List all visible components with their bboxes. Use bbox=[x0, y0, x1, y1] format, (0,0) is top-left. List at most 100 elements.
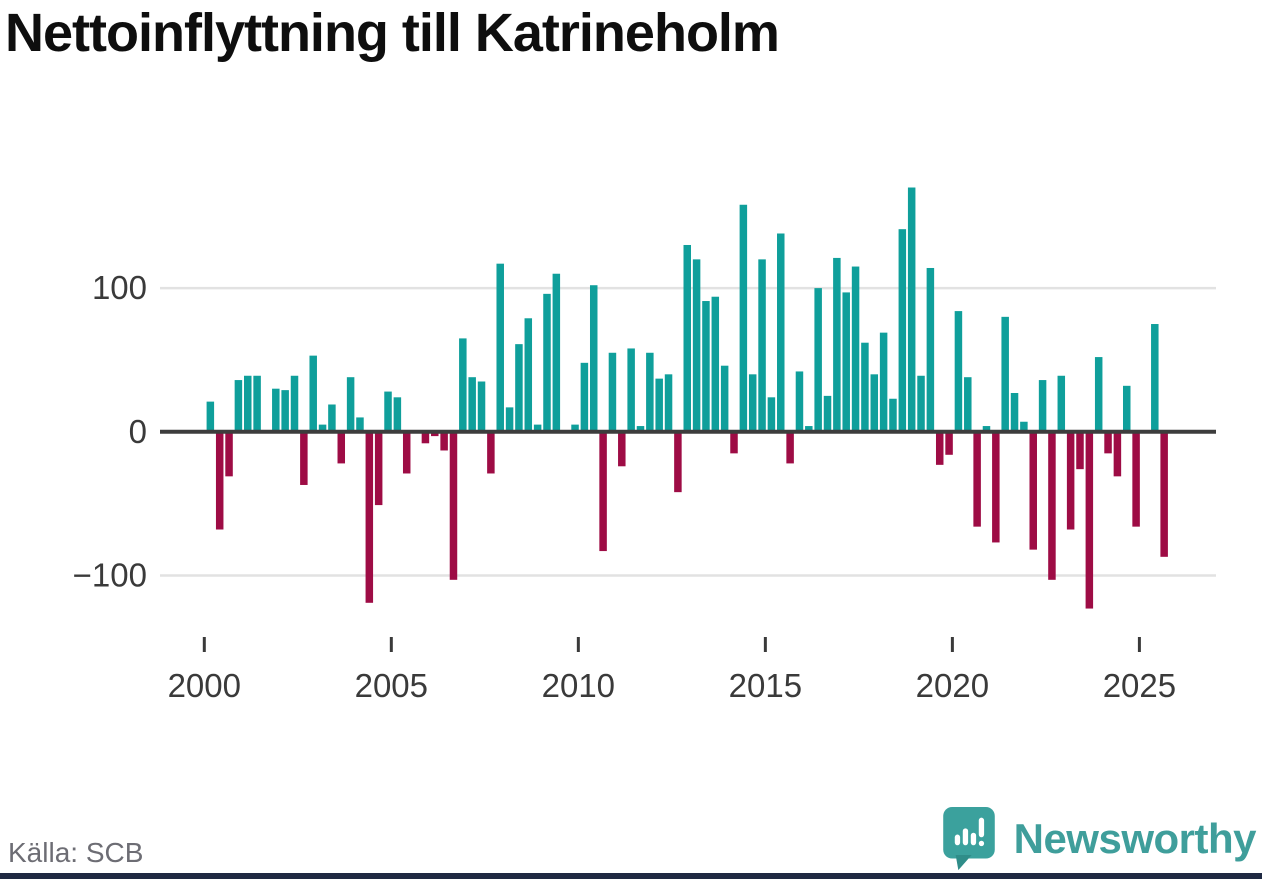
bar-43 bbox=[608, 352, 617, 432]
bar-84 bbox=[992, 431, 1000, 543]
bar-54 bbox=[711, 296, 720, 432]
bar-65 bbox=[814, 288, 822, 432]
bar-26 bbox=[449, 431, 458, 580]
bar-98 bbox=[1122, 385, 1131, 432]
bar-73 bbox=[889, 398, 897, 432]
bar-39 bbox=[571, 424, 579, 432]
newsworthy-logo: Newsworthy bbox=[940, 807, 1257, 871]
bar-25 bbox=[440, 431, 448, 451]
bar-16 bbox=[356, 417, 364, 432]
bar-99 bbox=[1132, 431, 1140, 527]
bar-62 bbox=[786, 431, 794, 464]
bar-30 bbox=[487, 431, 495, 474]
bar-44 bbox=[618, 431, 626, 467]
bar-chart: 100 0 −100 2000 2005 2010 2015 2020 2025 bbox=[73, 187, 1216, 704]
bar-33 bbox=[515, 344, 523, 432]
logo-minibar-chart-icon bbox=[954, 817, 984, 847]
bar-86 bbox=[1010, 393, 1019, 432]
bar-24 bbox=[431, 431, 439, 437]
bar-87 bbox=[1020, 421, 1028, 432]
bar-50 bbox=[674, 431, 682, 493]
bar-96 bbox=[1104, 431, 1112, 454]
x-axis-label-2015: 2015 bbox=[729, 667, 802, 704]
bar-101 bbox=[1151, 324, 1159, 432]
bar-31 bbox=[496, 263, 504, 432]
bar-3 bbox=[234, 380, 243, 432]
bar-92 bbox=[1066, 431, 1075, 530]
bar-52 bbox=[692, 259, 701, 432]
bar-88 bbox=[1029, 431, 1037, 550]
bar-57 bbox=[739, 204, 748, 432]
bar-53 bbox=[702, 301, 710, 432]
bar-32 bbox=[505, 407, 514, 432]
bar-46 bbox=[636, 426, 645, 432]
bar-12 bbox=[318, 424, 327, 432]
bar-102 bbox=[1160, 431, 1168, 557]
bar-23 bbox=[421, 431, 430, 444]
bar-60 bbox=[767, 397, 776, 432]
bar-63 bbox=[795, 371, 804, 432]
bar-9 bbox=[290, 375, 299, 432]
bar-41 bbox=[589, 285, 598, 432]
y-axis-label-100: 100 bbox=[92, 269, 147, 306]
bar-48 bbox=[655, 378, 663, 432]
bar-51 bbox=[683, 244, 692, 432]
bar-28 bbox=[468, 377, 476, 432]
bar-10 bbox=[300, 431, 308, 485]
bar-81 bbox=[964, 377, 972, 432]
x-axis-label-2020: 2020 bbox=[916, 667, 989, 704]
bar-42 bbox=[599, 431, 607, 552]
bar-36 bbox=[543, 293, 551, 432]
bar-19 bbox=[384, 391, 392, 432]
bar-90 bbox=[1048, 431, 1056, 580]
x-axis-label-2005: 2005 bbox=[355, 667, 428, 704]
bar-97 bbox=[1113, 431, 1122, 477]
bar-1 bbox=[215, 431, 224, 530]
bar-4 bbox=[244, 375, 252, 432]
bar-34 bbox=[524, 318, 533, 432]
bar-15 bbox=[346, 377, 355, 432]
bar-49 bbox=[664, 374, 673, 432]
bar-8 bbox=[281, 390, 289, 432]
bar-20 bbox=[393, 397, 402, 432]
bar-5 bbox=[253, 375, 261, 432]
bar-85 bbox=[1001, 316, 1009, 432]
bar-37 bbox=[552, 273, 561, 432]
x-axis-label-2010: 2010 bbox=[542, 667, 615, 704]
bar-7 bbox=[272, 388, 280, 432]
bar-59 bbox=[758, 259, 766, 432]
bar-27 bbox=[459, 338, 467, 432]
newsworthy-logo-icon bbox=[942, 807, 995, 871]
bar-82 bbox=[973, 431, 981, 527]
bar-74 bbox=[898, 229, 907, 432]
bar-58 bbox=[748, 374, 757, 432]
bar-71 bbox=[870, 374, 879, 432]
bar-76 bbox=[917, 375, 925, 432]
bar-21 bbox=[402, 431, 411, 474]
logo-bubble-tail bbox=[955, 855, 972, 871]
bar-78 bbox=[935, 431, 944, 465]
bar-72 bbox=[879, 332, 888, 432]
bar-93 bbox=[1076, 431, 1084, 470]
bar-14 bbox=[337, 431, 346, 464]
bar-45 bbox=[627, 348, 635, 432]
page-title: Nettoinflyttning till Katrineholm bbox=[5, 3, 780, 63]
bar-56 bbox=[730, 431, 738, 454]
bar-13 bbox=[328, 404, 336, 432]
bar-55 bbox=[720, 365, 729, 432]
logo-bubble bbox=[942, 807, 995, 859]
bottom-accent-bar bbox=[0, 873, 1262, 879]
bar-79 bbox=[945, 431, 953, 455]
bar-2 bbox=[225, 431, 233, 477]
bar-18 bbox=[374, 431, 383, 506]
y-axis-label-0: 0 bbox=[129, 413, 147, 450]
bar-95 bbox=[1094, 357, 1103, 432]
bar-70 bbox=[861, 342, 869, 432]
bar-68 bbox=[842, 292, 850, 432]
bar-64 bbox=[805, 426, 813, 432]
bar-94 bbox=[1085, 431, 1094, 609]
bar-29 bbox=[477, 381, 486, 432]
x-axis-label-2000: 2000 bbox=[168, 667, 241, 704]
bar-77 bbox=[926, 267, 935, 432]
